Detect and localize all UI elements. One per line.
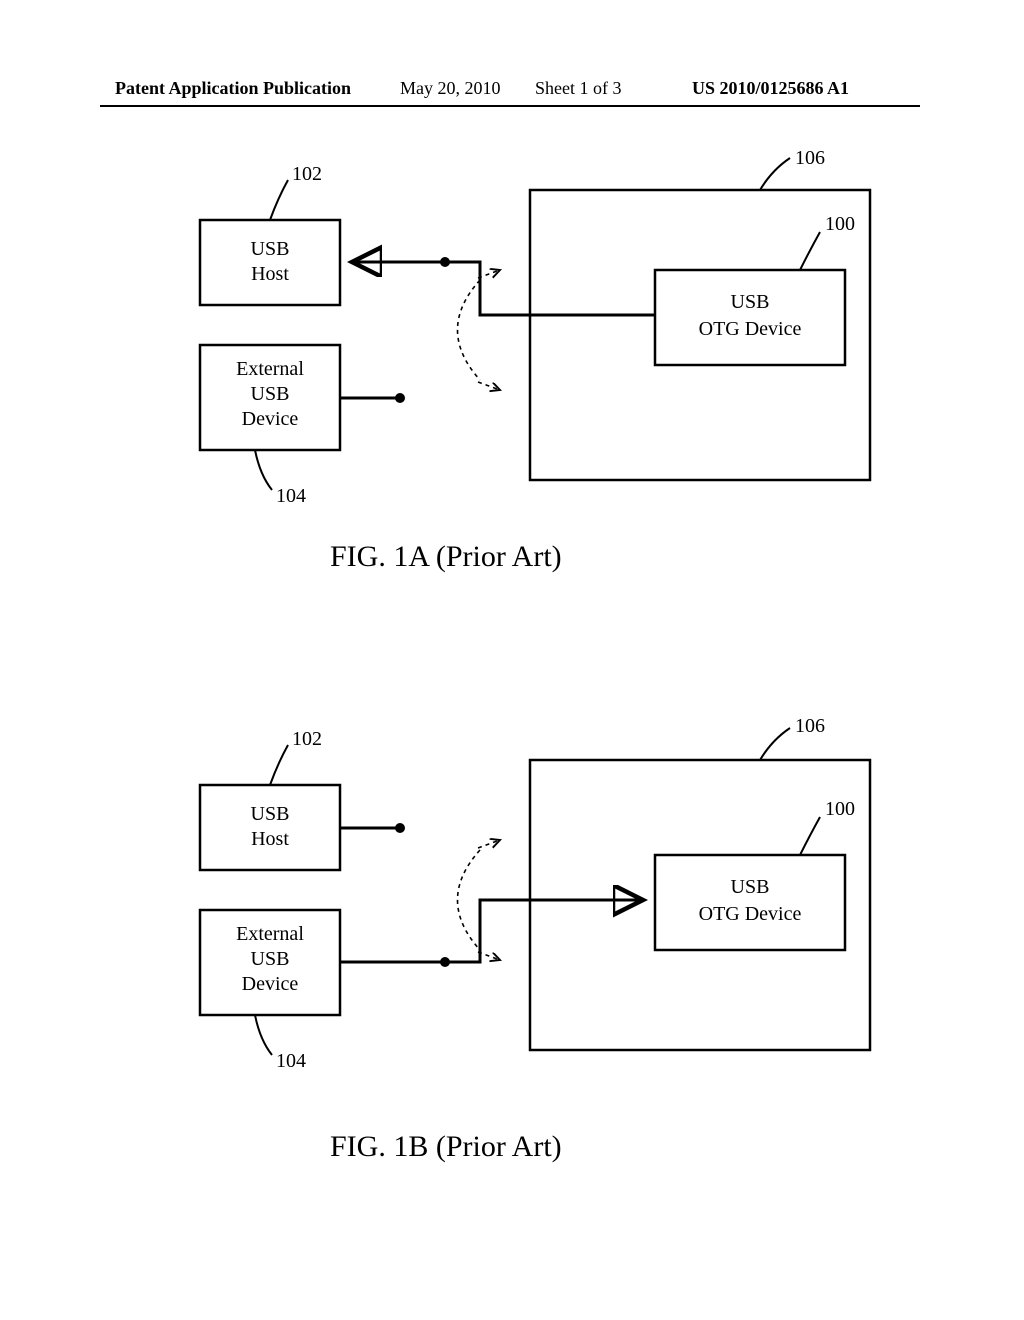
solid-link-dot bbox=[440, 257, 450, 267]
ref-106-leader bbox=[760, 158, 790, 190]
ref-102: 102 bbox=[292, 163, 322, 185]
ext-line3: Device bbox=[242, 408, 299, 430]
ext-line1: External bbox=[236, 358, 304, 380]
ref-100: 100 bbox=[825, 798, 855, 820]
otg-line1: USB bbox=[731, 876, 770, 898]
ext-line2: USB bbox=[251, 948, 290, 970]
ref-104-leader bbox=[255, 450, 272, 490]
header-date: May 20, 2010 bbox=[400, 78, 501, 99]
figure-1b-caption: FIG. 1B (Prior Art) bbox=[330, 1130, 562, 1164]
header-left: Patent Application Publication bbox=[115, 78, 351, 99]
header-rule bbox=[100, 105, 920, 107]
header-pubno: US 2010/0125686 A1 bbox=[692, 78, 849, 99]
switch-arc bbox=[458, 280, 481, 380]
host-stub-dot bbox=[395, 823, 405, 833]
ref-104-leader bbox=[255, 1015, 272, 1055]
ref-102: 102 bbox=[292, 728, 322, 750]
otg-line2: OTG Device bbox=[699, 318, 802, 340]
figure-1a: 106 USB OTG Device 100 USB Host 102 Exte… bbox=[100, 150, 920, 520]
ref-100-leader bbox=[800, 232, 820, 270]
figure-1a-caption: FIG. 1A (Prior Art) bbox=[330, 540, 562, 574]
switch-arrow-bot bbox=[478, 382, 500, 390]
otg-line2: OTG Device bbox=[699, 903, 802, 925]
usb-host-line2: Host bbox=[251, 263, 289, 285]
switch-arc bbox=[458, 850, 481, 950]
ext-line3: Device bbox=[242, 973, 299, 995]
ref-100-leader bbox=[800, 817, 820, 855]
ref-104: 104 bbox=[276, 485, 306, 507]
ref-102-leader bbox=[270, 180, 288, 220]
usb-host-line1: USB bbox=[251, 238, 290, 260]
usb-host-line2: Host bbox=[251, 828, 289, 850]
ref-106: 106 bbox=[795, 715, 825, 737]
ext-line1: External bbox=[236, 923, 304, 945]
switch-arrow-top bbox=[478, 840, 500, 848]
usb-host-line1: USB bbox=[251, 803, 290, 825]
ref-100: 100 bbox=[825, 213, 855, 235]
ref-104: 104 bbox=[276, 1050, 306, 1070]
figure-1b: 106 USB OTG Device 100 USB Host 102 Exte… bbox=[100, 700, 920, 1070]
ref-102-leader bbox=[270, 745, 288, 785]
ref-106-leader bbox=[760, 728, 790, 760]
ref-106: 106 bbox=[795, 150, 825, 169]
solid-link-otg-host bbox=[352, 262, 655, 315]
ext-stub-dot bbox=[395, 393, 405, 403]
otg-line1: USB bbox=[731, 291, 770, 313]
header-sheet: Sheet 1 of 3 bbox=[535, 78, 621, 99]
solid-link-ext-otg bbox=[340, 900, 643, 962]
ext-line2: USB bbox=[251, 383, 290, 405]
solid-link-dot bbox=[440, 957, 450, 967]
